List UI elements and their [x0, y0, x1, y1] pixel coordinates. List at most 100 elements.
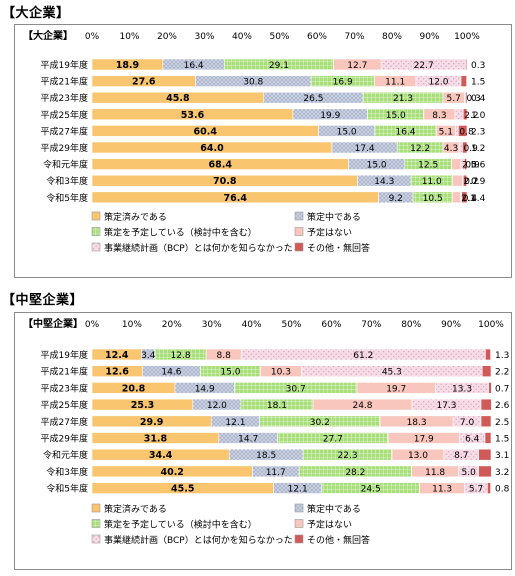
chart-panel-mid: 【中堅企業】 0% 10% 20% 30% 40% 50% 60% 70% 80% 90% 100% 平…: [14, 312, 512, 570]
bar-segment-unknown: [458, 141, 463, 154]
data-label: 15.0: [220, 368, 240, 378]
bar-segment-other: [478, 465, 492, 478]
data-label: 14.9: [195, 384, 215, 394]
bar-segment-other: [462, 141, 468, 154]
data-label: 0.2: [464, 177, 478, 187]
data-label: 18.5: [256, 451, 276, 461]
data-label: 17.4: [355, 144, 375, 154]
data-label: 10.3: [271, 368, 291, 378]
data-label: 5.7: [469, 485, 483, 495]
x-tick-label: 20%: [157, 32, 177, 42]
data-label: 12.7: [347, 61, 367, 71]
data-label: 30.7: [286, 384, 306, 394]
data-label: 12.8: [171, 351, 191, 361]
data-label: 17.9: [414, 435, 434, 445]
data-label: 45.3: [382, 368, 402, 378]
data-label: 64.0: [200, 143, 224, 154]
data-label: 12.4: [105, 350, 129, 361]
data-label: 18.9: [116, 60, 139, 71]
legend-swatch-inprogress: [294, 503, 304, 513]
legend-swatch-other: [294, 242, 304, 252]
x-tick-label: 30%: [194, 32, 214, 42]
legend-label-done: 策定済みである: [104, 211, 167, 223]
x-tick-label: 90%: [419, 32, 439, 42]
bar-segment-unknown: [455, 125, 459, 137]
data-label: 12.1: [225, 418, 245, 428]
category-label: 平成29年度: [41, 433, 88, 445]
category-label: 令和3年度: [46, 466, 88, 478]
data-label: 11.3: [432, 485, 452, 495]
data-label: 18.3: [407, 418, 427, 428]
x-tick-label: 90%: [441, 320, 461, 330]
bar-segment-other: [465, 58, 468, 71]
data-label: 27.6: [132, 77, 156, 88]
category-label: 令和5年度: [46, 483, 88, 495]
x-tick-label: 0%: [85, 320, 100, 330]
data-label: 0.3: [467, 94, 481, 104]
x-tick-label: 30%: [202, 320, 222, 330]
data-label: 19.9: [320, 111, 340, 121]
data-label: 2.1: [461, 194, 475, 204]
data-label: 12.1: [288, 485, 308, 495]
data-label: 28.2: [345, 468, 365, 478]
data-label: 8.8: [217, 351, 232, 361]
data-label: 8.3: [432, 111, 446, 121]
legend-swatch-planned: [91, 519, 101, 528]
data-label: 1.3: [495, 351, 509, 361]
section-heading-mid: 【中堅企業】: [2, 293, 84, 308]
legend-swatch-inprogress: [294, 211, 304, 221]
data-label: 2.5: [495, 418, 509, 428]
category-label: 平成19年度: [41, 59, 88, 71]
x-tick-label: 70%: [361, 320, 381, 330]
data-label: 3.1: [495, 451, 509, 461]
bar-segment-none: [451, 158, 462, 170]
data-label: 34.4: [149, 450, 173, 461]
legend-label-none: 予定はない: [307, 519, 352, 531]
bar-segment-other: [480, 415, 492, 428]
data-label: 10.5: [423, 194, 443, 204]
data-label: 22.7: [414, 61, 434, 71]
data-label: 20.8: [122, 383, 146, 394]
data-label: 0.4: [471, 94, 486, 104]
data-label: 5.1: [439, 127, 453, 137]
data-label: 0.9: [465, 161, 480, 171]
bar-segment-other: [464, 158, 467, 170]
category-label: 平成25年度: [41, 109, 88, 121]
data-label: 1.5: [495, 435, 509, 445]
data-label: 11.8: [425, 468, 445, 478]
data-label: 14.3: [374, 177, 394, 187]
category-label: 平成23年度: [41, 92, 88, 104]
data-label: 2.5: [462, 161, 476, 171]
category-label: 平成21年度: [41, 366, 88, 378]
legend-swatch-done: [91, 503, 101, 513]
x-tick-label: 60%: [321, 320, 341, 330]
data-label: 19.7: [386, 384, 406, 394]
data-label: 2.6: [495, 401, 510, 411]
legend-label-done: 策定済みである: [104, 503, 167, 515]
bar-segment-other: [465, 91, 468, 104]
data-label: 1.0: [471, 111, 486, 121]
chart-panel-large: 【大企業】 0% 10% 20% 30% 40% 50% 60% 70% 80% 90% 100% 平成…: [14, 24, 512, 278]
chart-large-enterprises: 【大企業】 0% 10% 20% 30% 40% 50% 60% 70% 80% 90% 100% 平成…: [23, 29, 486, 254]
data-label: 61.2: [353, 351, 373, 361]
data-label: 8.7: [454, 451, 468, 461]
data-label: 30.2: [310, 418, 330, 428]
chart-mid-enterprises: 【中堅企業】 0% 10% 20% 30% 40% 50% 60% 70% 80% 90% 100% 平…: [23, 317, 510, 546]
bar-segment-other: [481, 365, 492, 378]
data-label: 0.4: [463, 194, 478, 204]
data-label: 13.0: [408, 451, 428, 461]
category-label: 平成23年度: [41, 382, 88, 394]
x-tick-label: 0%: [85, 32, 100, 42]
data-label: 40.2: [160, 467, 183, 478]
category-label: 平成25年度: [41, 399, 88, 411]
data-label: 11.1: [385, 78, 405, 88]
data-label: 14.7: [238, 435, 258, 445]
data-label: 2.7: [464, 177, 478, 187]
category-label: 令和3年度: [46, 175, 88, 187]
data-label: 15.0: [386, 111, 406, 121]
data-label: 5.0: [461, 468, 476, 478]
data-label: 4.3: [444, 144, 458, 154]
data-label: 13.3: [452, 384, 472, 394]
category-label: 令和5年度: [46, 192, 88, 204]
x-tick-label: 40%: [242, 320, 262, 330]
